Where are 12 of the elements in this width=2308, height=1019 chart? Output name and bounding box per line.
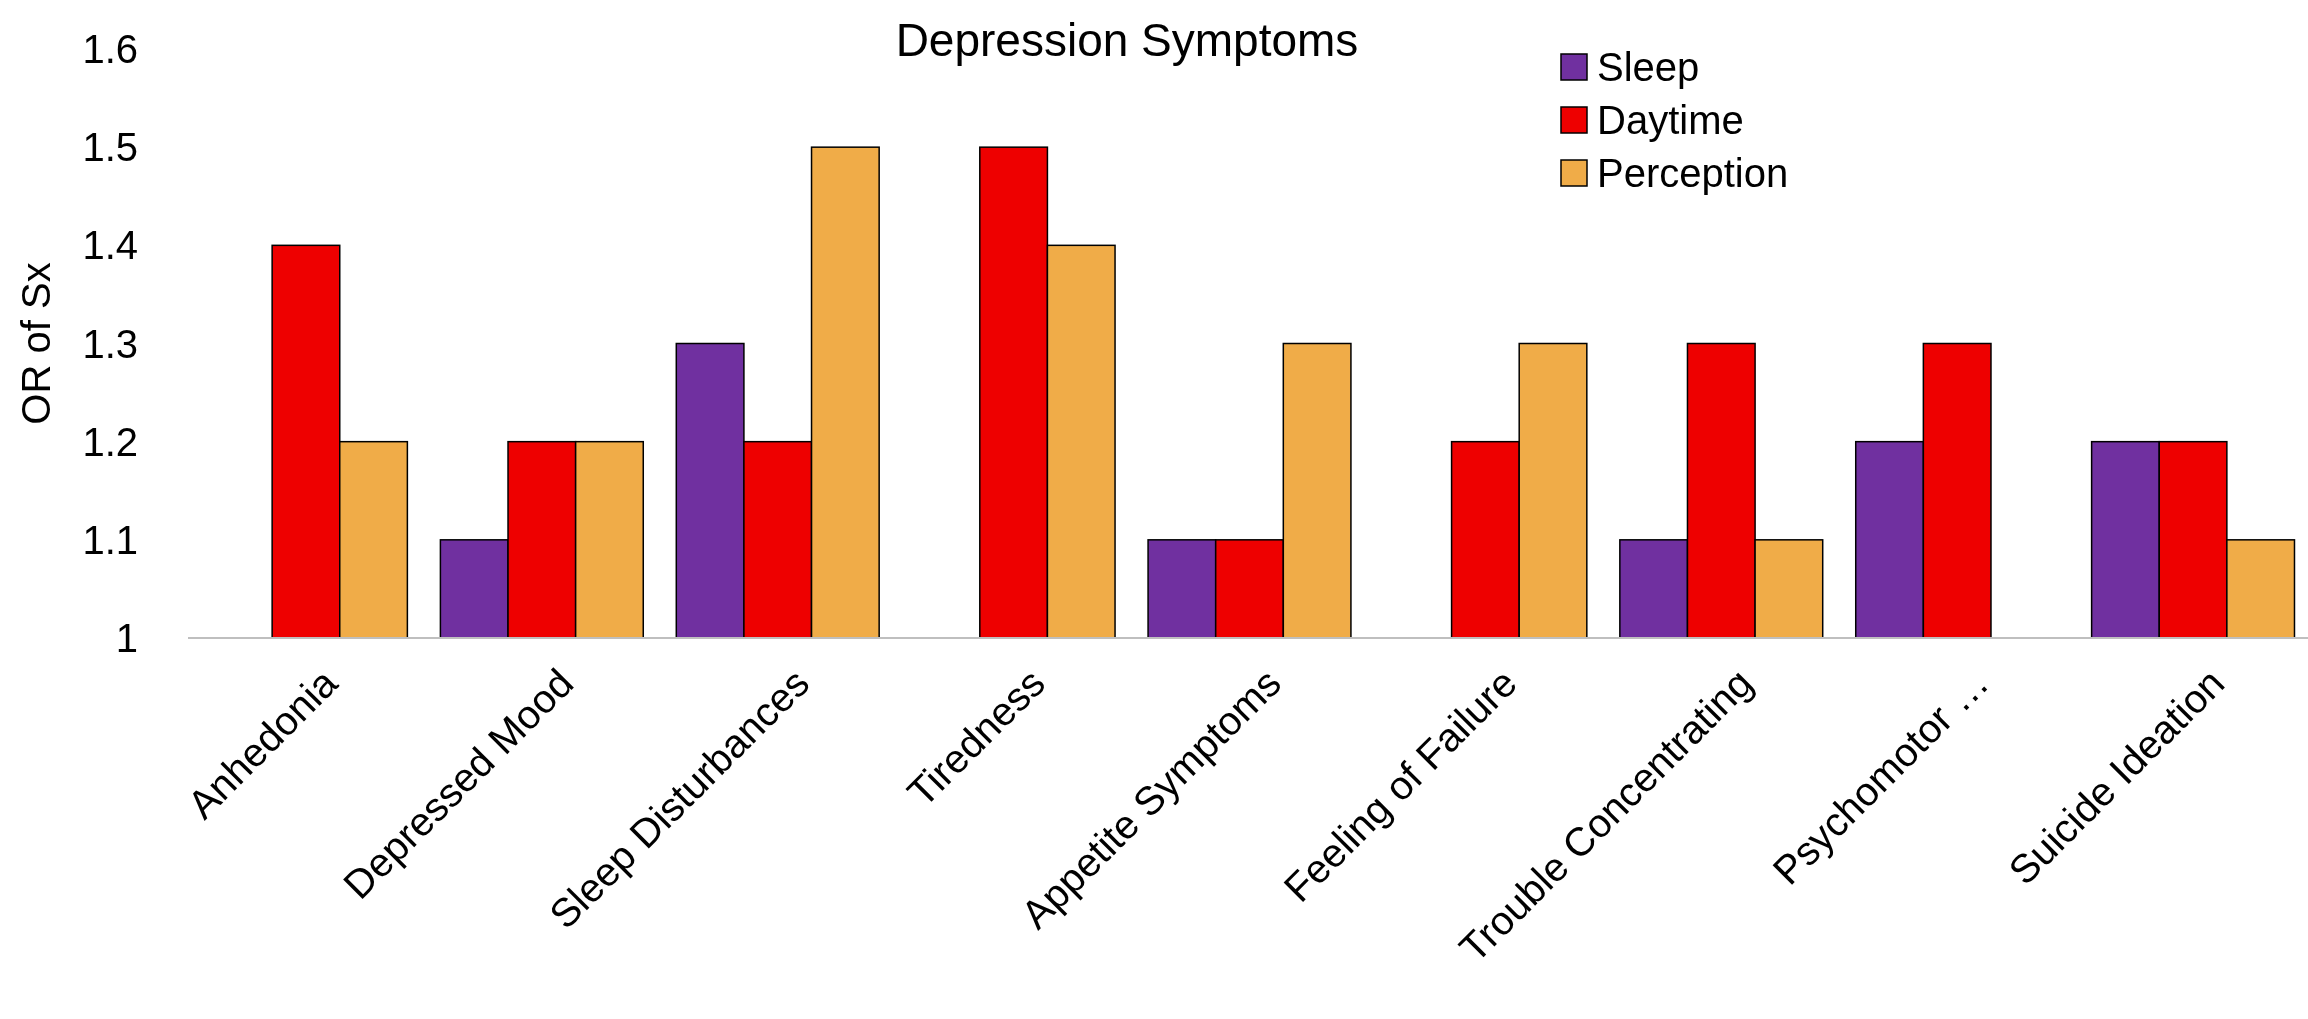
y-tick-label: 1.1 xyxy=(82,517,138,562)
y-axis-title: OR of Sx xyxy=(14,262,58,425)
legend-label: Sleep xyxy=(1597,45,1700,89)
chart-title: Depression Symptoms xyxy=(895,14,1359,66)
y-tick-label: 1 xyxy=(115,616,138,660)
y-tick-label: 1.5 xyxy=(82,125,138,170)
legend-label: Perception xyxy=(1597,151,1789,195)
y-tick-label: 1.3 xyxy=(82,321,138,366)
y-tick-label: 1.4 xyxy=(82,223,138,268)
y-tick-label: 1.6 xyxy=(82,27,138,71)
legend-label: Daytime xyxy=(1597,98,1744,142)
y-tick-label: 1.2 xyxy=(82,419,138,464)
